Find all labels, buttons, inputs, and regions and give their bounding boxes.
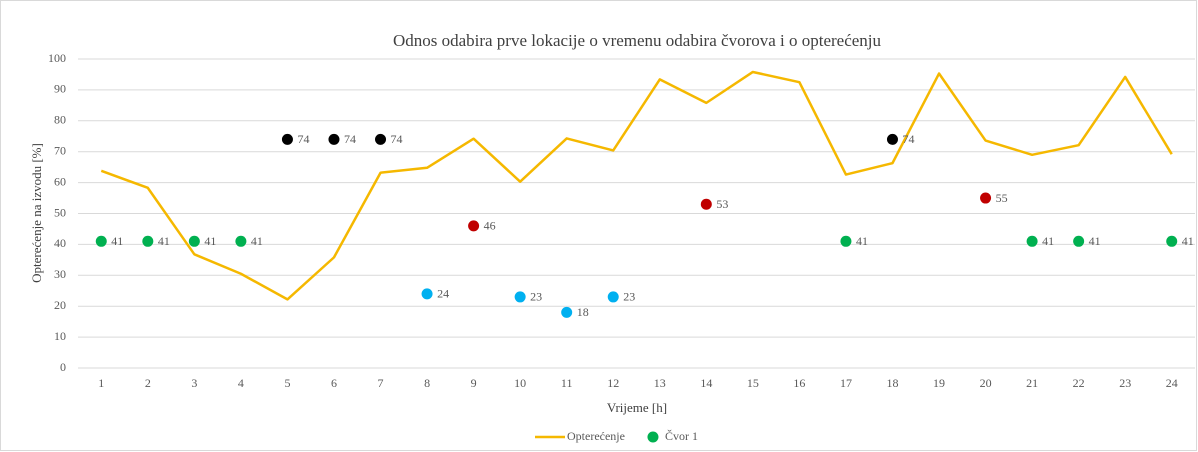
x-tick-label: 10 bbox=[514, 376, 526, 390]
scatter-point bbox=[188, 235, 200, 247]
data-label: 74 bbox=[391, 132, 403, 146]
data-label: 74 bbox=[344, 132, 356, 146]
y-axis-title: Opterećenje na izvodu [%] bbox=[29, 143, 44, 283]
y-tick-label: 90 bbox=[54, 82, 66, 96]
data-label: 41 bbox=[111, 234, 123, 248]
scatter-point bbox=[1166, 235, 1178, 247]
scatter-point bbox=[514, 291, 526, 303]
y-tick-label: 0 bbox=[60, 360, 66, 374]
data-label: 74 bbox=[902, 132, 914, 146]
data-label: 41 bbox=[1089, 234, 1101, 248]
x-tick-label: 23 bbox=[1119, 376, 1131, 390]
scatter-point bbox=[1026, 235, 1038, 247]
legend-label: Čvor 1 bbox=[665, 429, 698, 443]
y-tick-label: 50 bbox=[54, 205, 66, 219]
scatter-point bbox=[607, 291, 619, 303]
y-tick-label: 30 bbox=[54, 267, 66, 281]
data-label: 23 bbox=[530, 290, 542, 304]
y-tick-label: 10 bbox=[54, 329, 66, 343]
scatter-point bbox=[886, 133, 898, 145]
scatter-point bbox=[468, 220, 480, 232]
y-tick-label: 40 bbox=[54, 236, 66, 250]
data-label: 23 bbox=[623, 290, 635, 304]
data-label: 46 bbox=[484, 219, 496, 233]
data-label: 55 bbox=[996, 191, 1008, 205]
x-tick-label: 18 bbox=[886, 376, 898, 390]
x-tick-label: 6 bbox=[331, 376, 337, 390]
chart-title: Odnos odabira prve lokacije o vremenu od… bbox=[393, 31, 882, 50]
y-tick-label: 70 bbox=[54, 143, 66, 157]
scatter-point bbox=[281, 133, 293, 145]
scatter-point bbox=[142, 235, 154, 247]
x-tick-label: 22 bbox=[1073, 376, 1085, 390]
x-tick-label: 20 bbox=[980, 376, 992, 390]
data-label: 24 bbox=[437, 287, 449, 301]
x-tick-label: 16 bbox=[793, 376, 805, 390]
x-tick-label: 4 bbox=[238, 376, 244, 390]
scatter-point bbox=[700, 198, 712, 210]
scatter-point bbox=[840, 235, 852, 247]
x-tick-label: 8 bbox=[424, 376, 430, 390]
data-label: 74 bbox=[297, 132, 309, 146]
data-label: 41 bbox=[1042, 234, 1054, 248]
legend-label: Opterećenje bbox=[567, 429, 625, 443]
x-tick-label: 12 bbox=[607, 376, 619, 390]
legend-swatch bbox=[647, 431, 659, 443]
y-tick-label: 80 bbox=[54, 113, 66, 127]
x-tick-label: 1 bbox=[98, 376, 104, 390]
x-tick-label: 2 bbox=[145, 376, 151, 390]
data-label: 53 bbox=[716, 197, 728, 211]
x-axis-title: Vrijeme [h] bbox=[607, 400, 667, 415]
scatter-point bbox=[421, 288, 433, 300]
scatter-point bbox=[235, 235, 247, 247]
scatter-point bbox=[328, 133, 340, 145]
scatter-point bbox=[375, 133, 387, 145]
scatter-point bbox=[980, 192, 992, 204]
x-tick-label: 14 bbox=[700, 376, 712, 390]
x-tick-label: 17 bbox=[840, 376, 852, 390]
data-label: 41 bbox=[856, 234, 868, 248]
y-tick-label: 20 bbox=[54, 298, 66, 312]
x-tick-label: 13 bbox=[654, 376, 666, 390]
line-series bbox=[100, 70, 1173, 301]
x-tick-label: 15 bbox=[747, 376, 759, 390]
x-tick-label: 11 bbox=[561, 376, 573, 390]
data-label: 41 bbox=[204, 234, 216, 248]
x-tick-label: 19 bbox=[933, 376, 945, 390]
scatter-point bbox=[1073, 235, 1085, 247]
data-label: 41 bbox=[158, 234, 170, 248]
x-tick-label: 5 bbox=[284, 376, 290, 390]
scatter-point bbox=[561, 306, 573, 318]
scatter-point bbox=[95, 235, 107, 247]
data-label: 18 bbox=[577, 305, 589, 319]
y-tick-label: 60 bbox=[54, 174, 66, 188]
x-tick-label: 7 bbox=[378, 376, 384, 390]
x-tick-label: 21 bbox=[1026, 376, 1038, 390]
x-tick-label: 9 bbox=[471, 376, 477, 390]
x-tick-label: 24 bbox=[1166, 376, 1178, 390]
data-label: 41 bbox=[251, 234, 263, 248]
x-tick-label: 3 bbox=[191, 376, 197, 390]
y-tick-label: 100 bbox=[48, 51, 66, 65]
data-label: 41 bbox=[1182, 234, 1194, 248]
